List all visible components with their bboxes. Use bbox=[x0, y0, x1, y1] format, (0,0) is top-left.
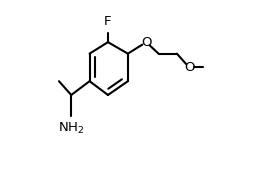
Text: NH$_2$: NH$_2$ bbox=[58, 121, 84, 136]
Text: O: O bbox=[141, 36, 151, 49]
Text: F: F bbox=[104, 15, 112, 28]
Text: O: O bbox=[184, 61, 194, 74]
